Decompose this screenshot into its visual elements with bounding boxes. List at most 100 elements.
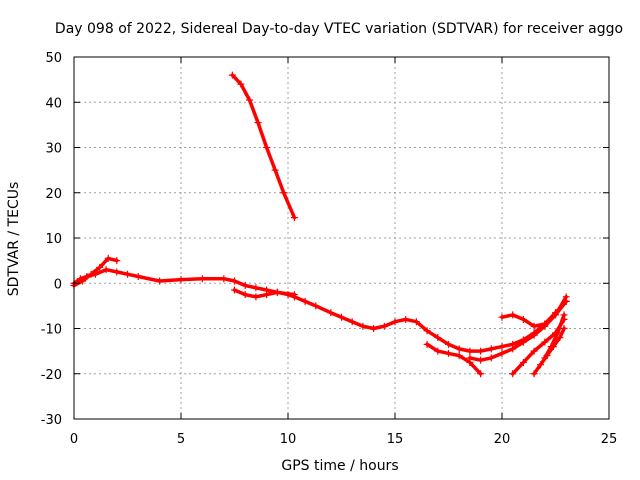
series-line bbox=[425, 342, 483, 376]
data-point bbox=[477, 347, 485, 355]
data-point bbox=[541, 320, 549, 328]
data-point bbox=[102, 266, 110, 274]
data-point bbox=[228, 71, 236, 79]
series-track-10 bbox=[541, 311, 568, 362]
data-point bbox=[530, 331, 538, 339]
data-point bbox=[252, 293, 260, 301]
data-point bbox=[541, 338, 549, 346]
data-point bbox=[541, 354, 549, 362]
y-tick-label: 20 bbox=[45, 187, 62, 202]
series-line bbox=[500, 295, 568, 328]
data-point bbox=[423, 340, 431, 348]
data-point bbox=[434, 334, 442, 342]
data-point bbox=[477, 356, 485, 364]
data-point bbox=[560, 311, 568, 319]
data-point bbox=[327, 309, 335, 317]
data-point bbox=[96, 263, 104, 271]
data-point bbox=[434, 347, 442, 355]
data-point bbox=[455, 345, 463, 353]
data-point bbox=[273, 288, 281, 296]
series-track-6 bbox=[466, 297, 570, 364]
data-point bbox=[254, 119, 262, 127]
ticks: 0 5 10 15 20 25 -30 -20 -10 0 10 20 30 40 50 bbox=[41, 51, 618, 447]
data-point bbox=[547, 343, 555, 351]
data-point bbox=[87, 270, 95, 278]
data-point bbox=[554, 329, 562, 337]
data-point bbox=[455, 352, 463, 360]
data-point bbox=[241, 282, 249, 290]
data-point bbox=[237, 80, 245, 88]
data-point bbox=[104, 254, 112, 262]
series-track-5 bbox=[423, 340, 485, 378]
data-point bbox=[556, 334, 564, 342]
data-point bbox=[263, 144, 271, 151]
data-point bbox=[380, 322, 388, 330]
x-tick-label: 5 bbox=[177, 432, 185, 447]
data-point bbox=[338, 313, 345, 321]
data-point bbox=[509, 311, 517, 319]
data-point bbox=[402, 315, 410, 323]
data-point bbox=[177, 276, 185, 284]
data-point bbox=[301, 297, 309, 305]
data-point bbox=[348, 318, 356, 326]
data-point bbox=[290, 291, 298, 299]
y-tick-label: -30 bbox=[41, 413, 62, 428]
y-tick-label: -10 bbox=[41, 323, 62, 338]
grid bbox=[74, 57, 609, 419]
data-point bbox=[509, 370, 517, 378]
data-point bbox=[519, 315, 527, 323]
data-point bbox=[220, 275, 228, 283]
data-point bbox=[198, 275, 206, 283]
data-point bbox=[391, 318, 399, 326]
series-track-4 bbox=[228, 71, 298, 222]
x-tick-label: 10 bbox=[280, 432, 297, 447]
data-point bbox=[445, 349, 452, 357]
data-point bbox=[312, 302, 320, 310]
data-point bbox=[477, 370, 485, 378]
data-point bbox=[231, 286, 238, 294]
data-point bbox=[79, 277, 87, 285]
x-tick-label: 15 bbox=[387, 432, 404, 447]
data-point bbox=[530, 322, 538, 330]
data-point bbox=[530, 347, 538, 355]
x-tick-label: 20 bbox=[494, 432, 511, 447]
series-layer bbox=[70, 71, 570, 378]
data-point bbox=[498, 349, 506, 357]
data-point bbox=[113, 257, 121, 265]
data-point bbox=[537, 361, 545, 369]
data-point bbox=[113, 268, 121, 276]
data-point bbox=[466, 347, 474, 355]
data-point bbox=[519, 358, 527, 366]
data-point bbox=[134, 272, 142, 280]
data-point bbox=[359, 322, 367, 330]
y-tick-label: 40 bbox=[45, 96, 62, 111]
y-tick-label: 0 bbox=[54, 277, 62, 292]
chart-title: Day 098 of 2022, Sidereal Day-to-day VTE… bbox=[55, 21, 623, 37]
x-axis-label: GPS time / hours bbox=[281, 458, 398, 474]
data-point bbox=[290, 214, 298, 222]
y-tick-label: 50 bbox=[45, 51, 62, 66]
series-line bbox=[72, 267, 568, 353]
data-point bbox=[252, 284, 260, 292]
y-tick-label: 30 bbox=[45, 142, 62, 157]
data-point bbox=[509, 345, 517, 353]
series-track-7 bbox=[498, 293, 570, 330]
data-point bbox=[245, 96, 253, 104]
y-tick-label: -20 bbox=[41, 368, 62, 383]
data-point bbox=[498, 313, 506, 321]
data-point bbox=[241, 291, 249, 299]
data-point bbox=[498, 343, 506, 351]
data-point bbox=[263, 291, 271, 299]
data-point bbox=[519, 338, 527, 346]
data-point bbox=[487, 345, 495, 353]
data-point bbox=[530, 370, 538, 378]
series-line bbox=[230, 73, 297, 220]
x-tick-label: 25 bbox=[601, 432, 618, 447]
y-axis-label: SDTVAR / TECUs bbox=[6, 182, 22, 297]
x-tick-label: 0 bbox=[70, 432, 78, 447]
data-point bbox=[562, 293, 570, 301]
data-point bbox=[466, 354, 474, 362]
data-point bbox=[370, 325, 378, 332]
data-point bbox=[412, 318, 420, 326]
